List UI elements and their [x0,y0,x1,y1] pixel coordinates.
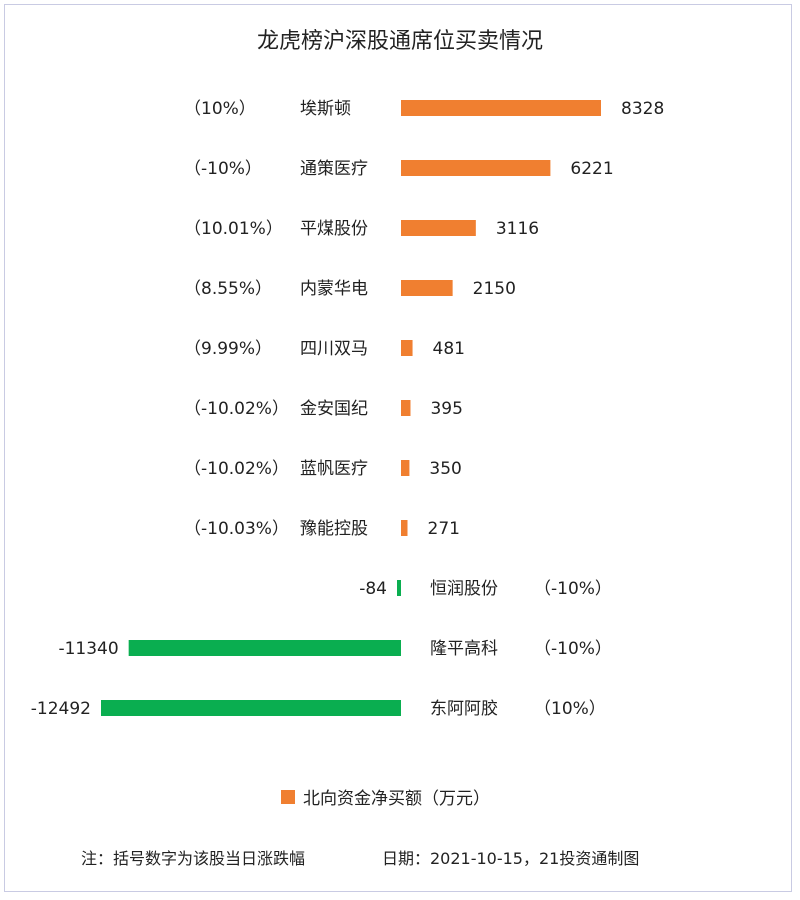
footer-date: 日期：2021-10-15，21投资通制图 [382,849,639,868]
category-label: 四川双马 [300,339,368,359]
legend-swatch [281,790,295,804]
value-label: 395 [430,399,462,419]
category-label: 豫能控股 [300,519,368,539]
value-label: -84 [359,579,387,599]
footer-note: 注：括号数字为该股当日涨跌幅 [81,849,305,868]
category-label: 平煤股份 [300,219,368,239]
value-label: 3116 [496,219,539,239]
bar [397,580,401,596]
value-label: 271 [428,519,460,539]
value-label: 481 [433,339,465,359]
value-label: -11340 [58,639,118,659]
category-label: 通策医疗 [300,159,368,179]
value-label: 2150 [473,279,516,299]
bar [401,520,408,536]
bar [401,340,413,356]
change-label: （9.99%） [184,339,272,359]
change-label: （-10%） [534,579,612,599]
bar [401,460,410,476]
category-label: 东阿阿胶 [430,699,498,719]
chart-frame [4,4,792,892]
bar [101,700,401,716]
category-label: 内蒙华电 [300,279,368,299]
bar [401,220,476,236]
bars-layer: 8328 埃斯顿 （10%） 6221 通策医疗 （-10%） 3116 平煤股份 （10.01… [31,99,664,719]
change-label: （-10.02%） [184,399,289,419]
value-label: -12492 [31,699,91,719]
category-label: 隆平高科 [430,639,498,659]
change-label: （8.55%） [184,279,272,299]
category-label: 金安国纪 [300,399,368,419]
category-label: 埃斯顿 [300,99,351,119]
bar [401,400,411,416]
change-label: （-10%） [534,639,612,659]
bar [401,100,601,116]
change-label: （10%） [534,699,606,719]
bar [401,160,551,176]
category-label: 蓝帆医疗 [300,459,368,479]
legend-label: 北向资金净买额（万元） [303,789,490,809]
value-label: 350 [429,459,461,479]
value-label: 8328 [621,99,664,119]
change-label: （-10.02%） [184,459,289,479]
change-label: （-10%） [184,159,262,179]
bar [128,640,401,656]
bar [401,280,453,296]
change-label: （10.01%） [184,219,283,239]
chart-title: 龙虎榜沪深股通席位买卖情况 [257,29,543,54]
value-label: 6221 [570,159,613,179]
legend: 北向资金净买额（万元） [281,789,490,809]
change-label: （10%） [184,99,256,119]
category-label: 恒润股份 [430,579,498,599]
change-label: （-10.03%） [184,519,289,539]
